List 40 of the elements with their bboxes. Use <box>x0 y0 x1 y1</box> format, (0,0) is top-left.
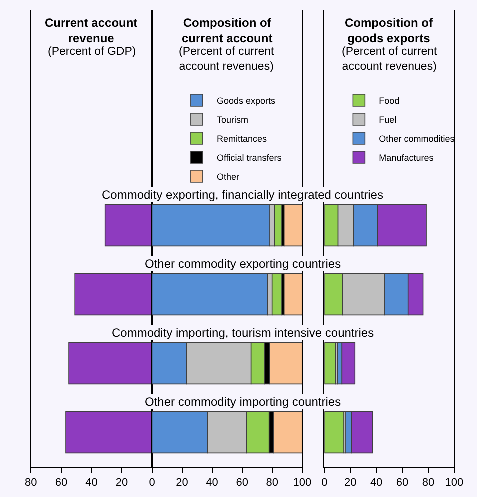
bar <box>284 273 302 316</box>
text: Other commodities <box>379 134 456 144</box>
y-tick-label: Commodity exporting, financially integrated countries <box>102 188 384 202</box>
text: Fuel <box>379 115 397 126</box>
legend-label: Official transfers <box>216 153 282 164</box>
x-tick-label: 60 <box>236 477 248 490</box>
chart-subtitle: (Percent of current account revenues) <box>342 46 438 73</box>
x-tick-label: 40 <box>370 477 383 490</box>
chart-title: Current account revenue <box>45 16 138 46</box>
y-tick-label: Other commodity exporting countries <box>145 257 342 271</box>
x-tick-label: 100 <box>445 477 464 490</box>
x-tick-label: 60 <box>396 477 409 490</box>
x-tick-label: 80 <box>266 477 278 490</box>
chart-title: Composition of current account <box>182 16 273 46</box>
chart-title: Composition of goods exports <box>345 16 434 46</box>
legend-label: Manufactures <box>379 153 434 164</box>
chart-subtitle: (Percent of current account revenues) <box>179 46 276 73</box>
legend-label: Goods exports <box>216 96 276 106</box>
bar <box>284 204 302 247</box>
bar <box>272 273 283 316</box>
x-tick-label: 100 <box>293 477 312 490</box>
legend-label: Other <box>216 172 240 182</box>
bar <box>324 411 345 454</box>
x-tick-label: 20 <box>176 477 188 490</box>
x-tick-label: 20 <box>116 477 128 490</box>
x-tick-label: 40 <box>206 477 218 490</box>
x-tick-label: 0 <box>149 477 156 490</box>
y-tick-label: Commodity importing, tourism intensive countries <box>112 326 374 340</box>
x-tick-label: 40 <box>86 477 98 490</box>
x-tick-label: 20 <box>344 477 357 490</box>
x-tick-label: 80 <box>422 477 435 490</box>
legend-label: Remittances <box>216 134 268 144</box>
x-tick-label: 60 <box>55 477 68 490</box>
legend-label: Tourism <box>216 115 248 126</box>
text: Food <box>379 96 400 106</box>
y-tick-label: Other commodity importing countries <box>145 395 342 409</box>
x-tick-label: 80 <box>25 477 38 490</box>
bar <box>273 411 302 454</box>
chart-subtitle: (Percent of GDP) <box>48 46 136 58</box>
x-tick-label: 0 <box>322 477 328 490</box>
